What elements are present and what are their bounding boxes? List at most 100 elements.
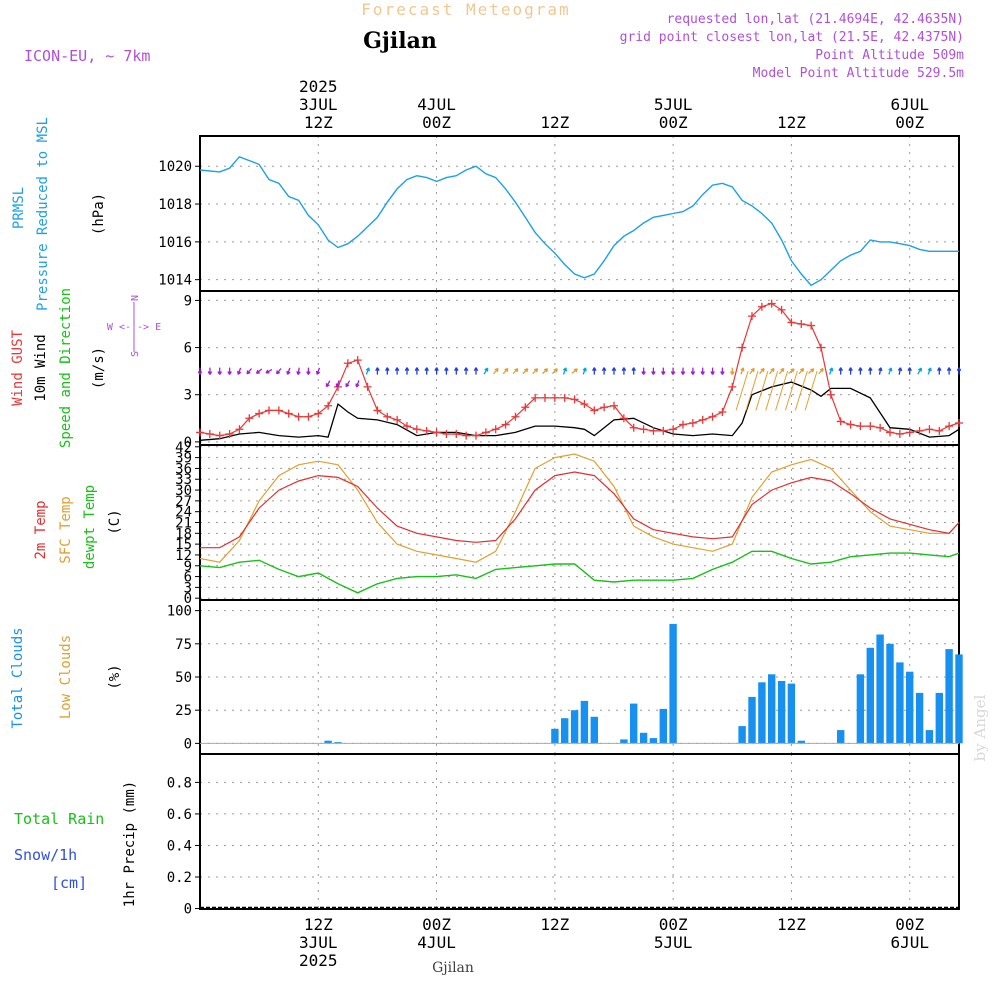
gust-point [787,318,796,327]
gust-point [925,425,934,434]
time-axis-labels: 20253JUL12Z12Z3JUL20254JUL00Z00Z4JUL12Z1… [299,77,929,970]
footer-location: Gjilan [432,960,474,976]
wind-direction-arrow [296,367,301,376]
gust-point [600,403,609,412]
wind-direction-arrow [207,367,213,375]
wind-direction-arrow [927,367,932,375]
precip-ytick-label: 0.6 [167,807,192,823]
wind-direction-arrow [582,367,587,375]
wind-ytick-label: 9 [184,293,192,309]
pressure-ytick-label: 1016 [158,235,192,251]
gust-point [412,425,421,434]
grid-point-coords: grid point closest lon,lat (21.5E, 42.43… [620,30,964,45]
point-altitude: Point Altitude 509m [815,48,964,63]
cloud-bar [738,726,746,744]
cloud-bar [649,738,658,744]
wind-direction-arrow [325,380,331,388]
total-clouds-label: Total Clouds [10,627,26,728]
gust-point [876,423,885,432]
time-label-top: 2025 [299,77,338,96]
gust-point [422,426,431,435]
time-label-bottom: 00Z [422,915,451,934]
gust-point [215,431,224,440]
wind-direction-arrow [808,368,815,374]
wind-ytick-label: 6 [184,341,192,357]
cloud-bar [896,662,904,744]
gust-point [432,428,441,437]
wind-direction-arrow [601,367,607,375]
wind-direction-arrow [631,367,636,375]
compass-s: S [130,351,141,357]
time-label-top: 00Z [422,113,451,132]
wind-direction-arrow [335,380,340,388]
wind-direction-arrow [404,367,410,375]
sfc-temp-line [199,453,960,563]
wind-direction-arrow [818,367,824,375]
wind-direction-arrow [394,367,400,375]
clouds-ytick-label: 100 [167,604,192,620]
wind-direction-arrow [562,367,568,375]
time-label-top: 12Z [777,113,806,132]
wind-direction-arrow [237,367,242,375]
wind-direction-arrow [512,368,519,375]
gust-point [324,401,333,410]
gust-point [491,425,500,434]
wind-direction-arrow [788,368,795,374]
wind-direction-arrow [897,367,903,375]
wind-direction-arrow [375,367,380,375]
pressure-label-1: PRMSL [11,187,27,229]
time-label-top: 12Z [304,113,333,132]
gust-point [363,382,372,391]
wind-barb [735,370,749,411]
wind-ytick-label: 3 [184,388,192,404]
gust-point [235,425,244,434]
wind-direction-arrow [473,367,479,375]
wind-direction-arrow [661,367,666,375]
gust-point [649,426,658,435]
wind-direction-arrow [720,367,725,375]
cloud-bar [925,730,934,744]
time-label-top: 3JUL [299,95,338,114]
time-label-bottom: 6JUL [890,933,929,952]
precip-ytick-label: 0 [184,902,192,918]
time-label-bottom: 12Z [304,915,333,934]
temp-ytick-label: 15 [175,537,192,553]
gust-point [225,430,234,438]
pressure-ytick-label: 1014 [158,273,192,289]
cloud-bar [935,692,943,744]
cloud-bar [906,671,914,744]
gust-point [393,415,402,424]
gust-point [531,393,540,402]
wind-direction-arrow [385,367,390,375]
temp-ytick-label: 9 [184,559,192,575]
wind-direction-arrow [690,367,696,375]
gust-point [265,406,273,415]
wind-speed-dir-label: Speed and Direction [58,288,74,448]
gust-point [580,400,589,409]
wind-direction-arrow [592,367,597,375]
cloud-bar [866,647,874,744]
gust-point [945,422,954,431]
temp-ytick-label: 30 [175,483,192,499]
gust-point [698,415,707,424]
wind-barb [794,370,808,411]
gust-point [738,343,747,352]
time-label-top: 00Z [659,113,688,132]
wind-direction-arrow [670,367,676,375]
temp-ytick-label: 27 [175,494,192,510]
cloud-bar [777,681,786,744]
wind-direction-arrow [255,368,263,375]
wind-direction-arrow [778,367,785,375]
gust-point [669,425,678,434]
gust-point [826,390,835,399]
temp-ytick-label: 18 [175,526,192,542]
wind-unit: (m/s) [91,347,107,389]
wind-direction-arrow [680,367,686,375]
pressure-label-2: Pressure Reduced to MSL [35,117,51,311]
temp-ytick-label: 12 [175,548,192,564]
wind-direction-arrow [522,368,529,375]
cloud-bar [324,740,332,744]
wind-direction-arrow [365,367,370,375]
time-label-bottom: 4JUL [417,933,456,952]
precip-axis-label: 1hr Precip (mm) [122,781,138,907]
